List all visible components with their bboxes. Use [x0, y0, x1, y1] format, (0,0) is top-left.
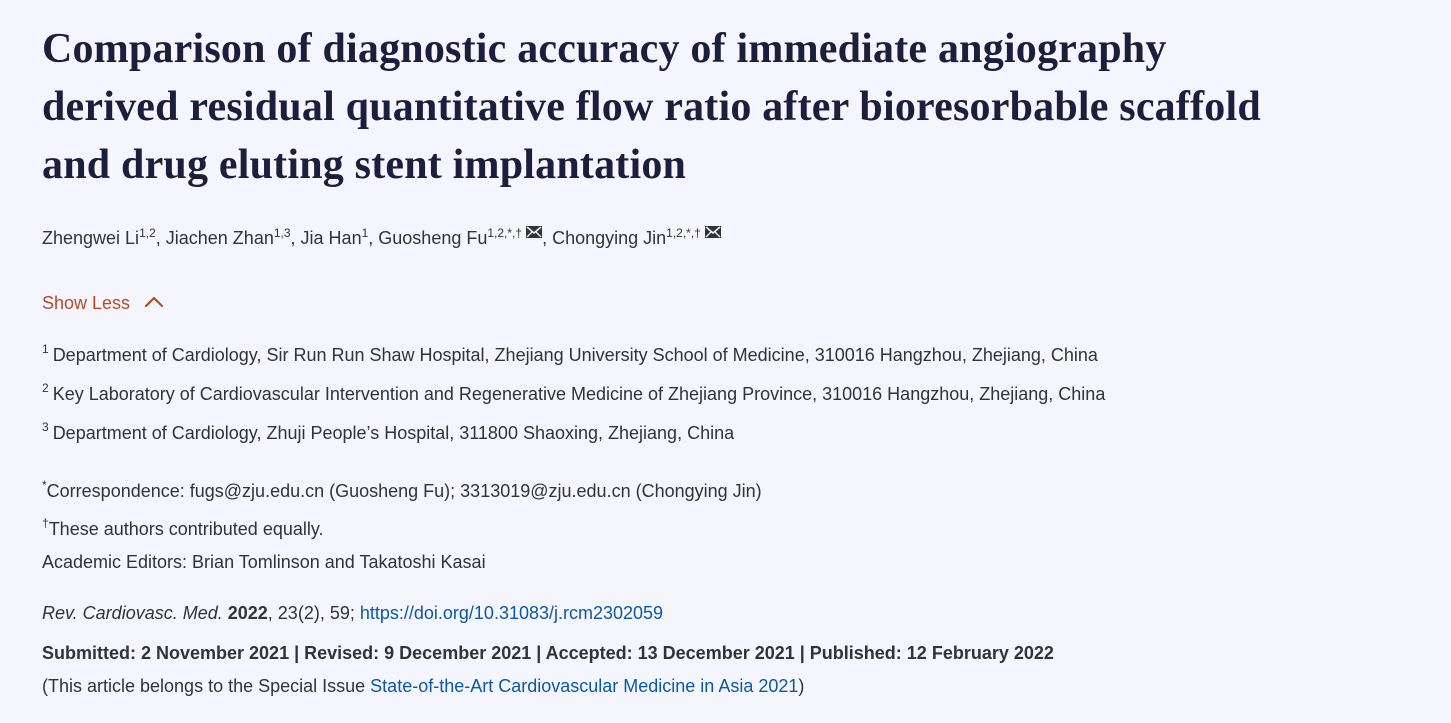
author-separator: ,	[290, 228, 301, 248]
author-separator: ,	[368, 228, 379, 248]
show-less-toggle[interactable]: Show Less	[42, 290, 164, 316]
affiliation-text: Department of Cardiology, Sir Run Run Sh…	[52, 345, 1098, 365]
affiliation-item: 1 Department of Cardiology, Sir Run Run S…	[42, 342, 1098, 368]
article-title: Comparison of diagnostic accuracy of imm…	[42, 20, 1442, 194]
academic-editors: Academic Editors: Brian Tomlinson and Ta…	[42, 552, 486, 572]
title-line: and drug eluting stent implantation	[42, 142, 687, 188]
title-line: derived residual quantitative flow ratio…	[42, 84, 1261, 130]
author-affiliation-marks: 1	[361, 226, 369, 240]
author-separator: ,	[155, 228, 166, 248]
footnote-mark: †	[42, 516, 49, 530]
author-name[interactable]: Guosheng Fu	[378, 228, 488, 248]
title-line: Comparison of diagnostic accuracy of imm…	[42, 26, 1167, 72]
special-issue-note: (This article belongs to the Special Iss…	[42, 673, 804, 699]
author-affiliation-marks: 1,3	[273, 226, 291, 240]
equal-contribution-note: †These authors contributed equally.	[42, 516, 324, 542]
affiliation-text: Department of Cardiology, Zhuji People’s…	[52, 423, 735, 443]
envelope-icon[interactable]	[526, 226, 543, 238]
special-issue-suffix: )	[798, 676, 805, 696]
citation-year: 2022	[227, 603, 268, 623]
correspondence-note: *Correspondence: fugs@zju.edu.cn (Guoshe…	[42, 478, 762, 504]
author-name[interactable]: Chongying Jin	[552, 228, 667, 248]
affiliation-number: 3	[42, 420, 49, 434]
show-less-label: Show Less	[42, 293, 131, 313]
author-affiliation-marks: 1,2	[139, 226, 156, 240]
citation: Rev. Cardiovasc. Med. 2022, 23(2), 59; h…	[42, 600, 663, 626]
equal-contribution-text: These authors contributed equally.	[48, 519, 324, 539]
correspondence-text: Correspondence: fugs@zju.edu.cn (Guoshen…	[46, 481, 762, 501]
affiliation-number: 2	[42, 381, 49, 395]
journal-name: Rev. Cardiovasc. Med.	[42, 603, 223, 623]
doi-link[interactable]: https://doi.org/10.31083/j.rcm2302059	[359, 603, 664, 623]
footnote-mark: *	[42, 478, 47, 492]
publication-dates: Submitted: 2 November 2021 | Revised: 9 …	[42, 643, 1054, 663]
author-list: Zhengwei Li1,2, Jiachen Zhan1,3, Jia Han…	[42, 224, 721, 252]
author-affiliation-marks: 1,2,*,†	[666, 226, 701, 240]
author-name[interactable]: Jia Han	[300, 228, 362, 248]
chevron-up-icon	[144, 296, 164, 307]
envelope-icon[interactable]	[704, 226, 721, 238]
author-name[interactable]: Zhengwei Li	[42, 228, 140, 248]
citation-volume: , 23(2), 59;	[267, 603, 360, 623]
author-affiliation-marks: 1,2,*,†	[487, 226, 523, 240]
affiliation-item: 3 Department of Cardiology, Zhuji People’…	[42, 420, 734, 446]
author-name[interactable]: Jiachen Zhan	[165, 228, 274, 248]
affiliation-text: Key Laboratory of Cardiovascular Interve…	[52, 384, 1106, 404]
affiliation-number: 1	[42, 342, 49, 356]
affiliation-item: 2 Key Laboratory of Cardiovascular Interv…	[42, 381, 1105, 407]
special-issue-link[interactable]: State-of-the-Art Cardiovascular Medicine…	[370, 676, 799, 696]
author-separator: ,	[542, 228, 553, 248]
special-issue-prefix: (This article belongs to the Special Iss…	[42, 676, 371, 696]
